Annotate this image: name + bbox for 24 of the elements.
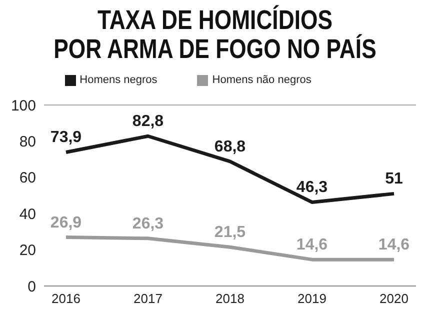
y-tick-label: 60 bbox=[19, 170, 36, 187]
data-label: 82,8 bbox=[132, 113, 164, 130]
chart-title: TAXA DE HOMICÍDIOS POR ARMA DE FOGO NO PAÍS bbox=[52, 5, 378, 64]
data-label: 26,9 bbox=[50, 214, 82, 232]
y-tick-label: 40 bbox=[19, 206, 36, 223]
data-label: 14,6 bbox=[296, 236, 328, 254]
y-tick-label: 20 bbox=[19, 242, 36, 260]
data-label: 51 bbox=[385, 170, 403, 188]
y-tick-label: 100 bbox=[10, 97, 36, 114]
x-tick-label: 2020 bbox=[380, 291, 408, 306]
y-tick-label: 80 bbox=[19, 134, 36, 151]
x-tick-label: 2018 bbox=[216, 291, 244, 306]
y-tick-label: 0 bbox=[28, 278, 36, 296]
data-label: 73,9 bbox=[50, 129, 82, 146]
data-label: 68,8 bbox=[214, 138, 246, 156]
data-label: 46,3 bbox=[296, 179, 328, 196]
legend-label: Homens negros bbox=[80, 74, 158, 86]
x-tick-label: 2019 bbox=[298, 291, 326, 306]
data-label: 26,3 bbox=[132, 215, 164, 232]
x-tick-label: 2016 bbox=[52, 291, 80, 306]
x-tick-label: 2017 bbox=[134, 291, 162, 306]
legend-label: Homens não negros bbox=[212, 74, 312, 86]
data-label: 14,6 bbox=[378, 236, 410, 254]
data-label: 21,5 bbox=[214, 224, 246, 242]
